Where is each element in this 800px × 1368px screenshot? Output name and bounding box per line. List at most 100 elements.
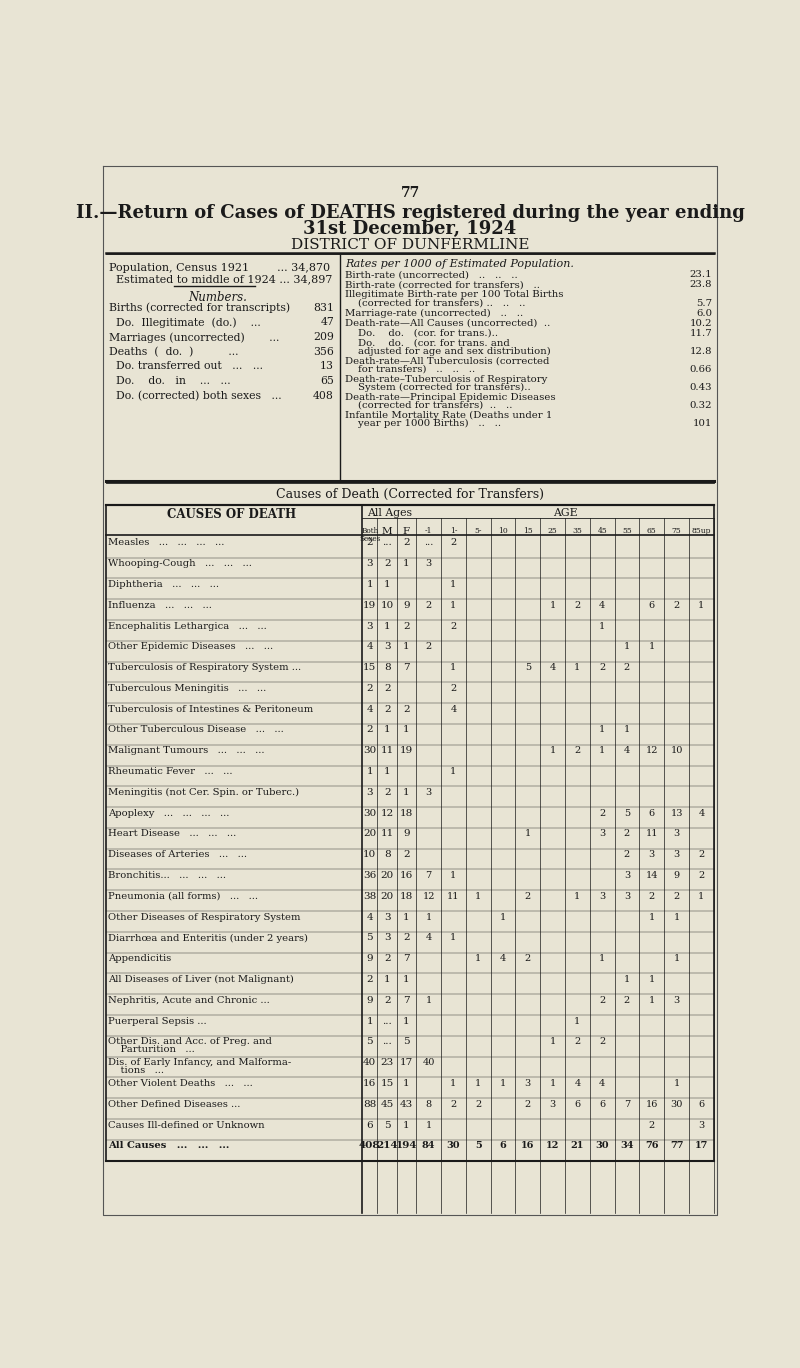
Text: 47: 47 <box>320 317 334 327</box>
Text: 85up: 85up <box>692 527 711 535</box>
Text: Malignant Tumours   ...   ...   ...: Malignant Tumours ... ... ... <box>108 747 264 755</box>
Text: 10.2: 10.2 <box>690 319 712 327</box>
Text: 35: 35 <box>573 527 582 535</box>
Text: 38: 38 <box>363 892 376 900</box>
Text: Do.  Illegitimate  (do.)    ...: Do. Illegitimate (do.) ... <box>110 317 261 328</box>
Text: 6: 6 <box>649 601 655 610</box>
Text: 2: 2 <box>366 725 373 735</box>
Text: 15: 15 <box>523 527 533 535</box>
Text: 20: 20 <box>381 871 394 880</box>
Text: 2: 2 <box>384 705 390 714</box>
Text: ...: ... <box>382 539 392 547</box>
Text: 3: 3 <box>384 933 390 943</box>
Text: 1: 1 <box>403 975 410 984</box>
Text: 1: 1 <box>649 912 655 922</box>
Text: 18: 18 <box>400 892 413 900</box>
Text: 2: 2 <box>599 808 606 818</box>
Text: 194: 194 <box>396 1141 418 1150</box>
Text: 1: 1 <box>450 601 457 610</box>
Text: 19: 19 <box>363 601 376 610</box>
Text: 1: 1 <box>384 725 390 735</box>
Text: 831: 831 <box>313 302 334 313</box>
Text: Death-rate—All Tuberculosis (corrected: Death-rate—All Tuberculosis (corrected <box>345 357 550 365</box>
Text: Both
Sexes: Both Sexes <box>359 527 380 543</box>
Text: 3: 3 <box>384 643 390 651</box>
Text: F: F <box>403 527 410 536</box>
Text: 43: 43 <box>400 1100 413 1108</box>
Text: Whooping-Cough   ...   ...   ...: Whooping-Cough ... ... ... <box>108 560 252 568</box>
Text: 1: 1 <box>525 829 531 839</box>
Text: 4: 4 <box>366 643 373 651</box>
Text: 2: 2 <box>366 684 373 694</box>
Text: 1: 1 <box>384 580 390 590</box>
Text: 1: 1 <box>426 912 432 922</box>
Text: 214: 214 <box>376 1141 398 1150</box>
Text: 0.32: 0.32 <box>690 401 712 410</box>
Text: 18: 18 <box>400 808 413 818</box>
Text: 1: 1 <box>384 621 390 631</box>
Text: Other Violent Deaths   ...   ...: Other Violent Deaths ... ... <box>108 1079 253 1088</box>
Text: 2: 2 <box>698 871 705 880</box>
Text: 2: 2 <box>599 663 606 672</box>
Text: DISTRICT OF DUNFERMLINE: DISTRICT OF DUNFERMLINE <box>290 238 530 252</box>
Text: 9: 9 <box>403 829 410 839</box>
Text: 1: 1 <box>698 601 705 610</box>
Text: 4: 4 <box>450 705 457 714</box>
Text: 12: 12 <box>646 747 658 755</box>
Text: 2: 2 <box>624 996 630 1004</box>
Text: Death-rate–Tuberculosis of Respiratory: Death-rate–Tuberculosis of Respiratory <box>345 375 547 384</box>
Text: 6: 6 <box>574 1100 581 1108</box>
Text: 0.66: 0.66 <box>690 365 712 373</box>
Text: 4: 4 <box>698 808 705 818</box>
Text: 2: 2 <box>384 788 390 796</box>
Text: 0.43: 0.43 <box>690 383 712 391</box>
Text: 1: 1 <box>698 892 705 900</box>
Text: Tuberculosis of Intestines & Peritoneum: Tuberculosis of Intestines & Peritoneum <box>108 705 313 714</box>
Text: 3: 3 <box>698 1120 705 1130</box>
Text: 1: 1 <box>674 912 680 922</box>
Text: 2: 2 <box>475 1100 482 1108</box>
Text: 2: 2 <box>624 851 630 859</box>
Text: 2: 2 <box>366 539 373 547</box>
Text: 2: 2 <box>599 1037 606 1047</box>
Text: 2: 2 <box>450 684 457 694</box>
Text: 2: 2 <box>403 539 410 547</box>
Text: 16: 16 <box>363 1079 376 1088</box>
Text: 45: 45 <box>598 527 607 535</box>
Text: 2: 2 <box>525 1100 531 1108</box>
Text: Causes of Death (Corrected for Transfers): Causes of Death (Corrected for Transfers… <box>276 488 544 501</box>
Text: 1: 1 <box>574 663 581 672</box>
Text: 2: 2 <box>624 663 630 672</box>
Text: 1: 1 <box>599 747 606 755</box>
Text: M: M <box>382 527 393 536</box>
Text: 5.7: 5.7 <box>696 298 712 308</box>
Text: Deaths  (  do.  )          ...: Deaths ( do. ) ... <box>110 346 239 357</box>
Text: 4: 4 <box>500 955 506 963</box>
Text: 3: 3 <box>366 560 373 568</box>
Text: 12.8: 12.8 <box>690 346 712 356</box>
Text: 2: 2 <box>450 539 457 547</box>
Text: Meningitis (not Cer. Spin. or Tuberc.): Meningitis (not Cer. Spin. or Tuberc.) <box>108 788 299 798</box>
Text: ...: ... <box>424 539 434 547</box>
Text: All Diseases of Liver (not Malignant): All Diseases of Liver (not Malignant) <box>108 975 294 984</box>
Text: 1: 1 <box>550 747 556 755</box>
Text: Birth-rate (corrected for transfers)   ..: Birth-rate (corrected for transfers) .. <box>345 280 540 290</box>
Text: 1: 1 <box>384 767 390 776</box>
Text: 1: 1 <box>649 643 655 651</box>
Text: 12: 12 <box>546 1141 559 1150</box>
Text: 16: 16 <box>400 871 413 880</box>
Text: 12: 12 <box>381 808 394 818</box>
Text: 1: 1 <box>426 1120 432 1130</box>
Text: Puerperal Sepsis ...: Puerperal Sepsis ... <box>108 1016 206 1026</box>
Text: 1: 1 <box>450 767 457 776</box>
Text: Births (corrected for transcripts): Births (corrected for transcripts) <box>110 302 290 313</box>
Text: 5: 5 <box>366 1037 373 1047</box>
Text: 4: 4 <box>574 1079 581 1088</box>
Text: 3: 3 <box>426 788 432 796</box>
Text: 7: 7 <box>403 663 410 672</box>
Text: 8: 8 <box>384 851 390 859</box>
Text: 65: 65 <box>647 527 657 535</box>
Text: 40: 40 <box>422 1057 434 1067</box>
Text: Tuberculosis of Respiratory System ...: Tuberculosis of Respiratory System ... <box>108 663 301 672</box>
Text: 30: 30 <box>446 1141 460 1150</box>
